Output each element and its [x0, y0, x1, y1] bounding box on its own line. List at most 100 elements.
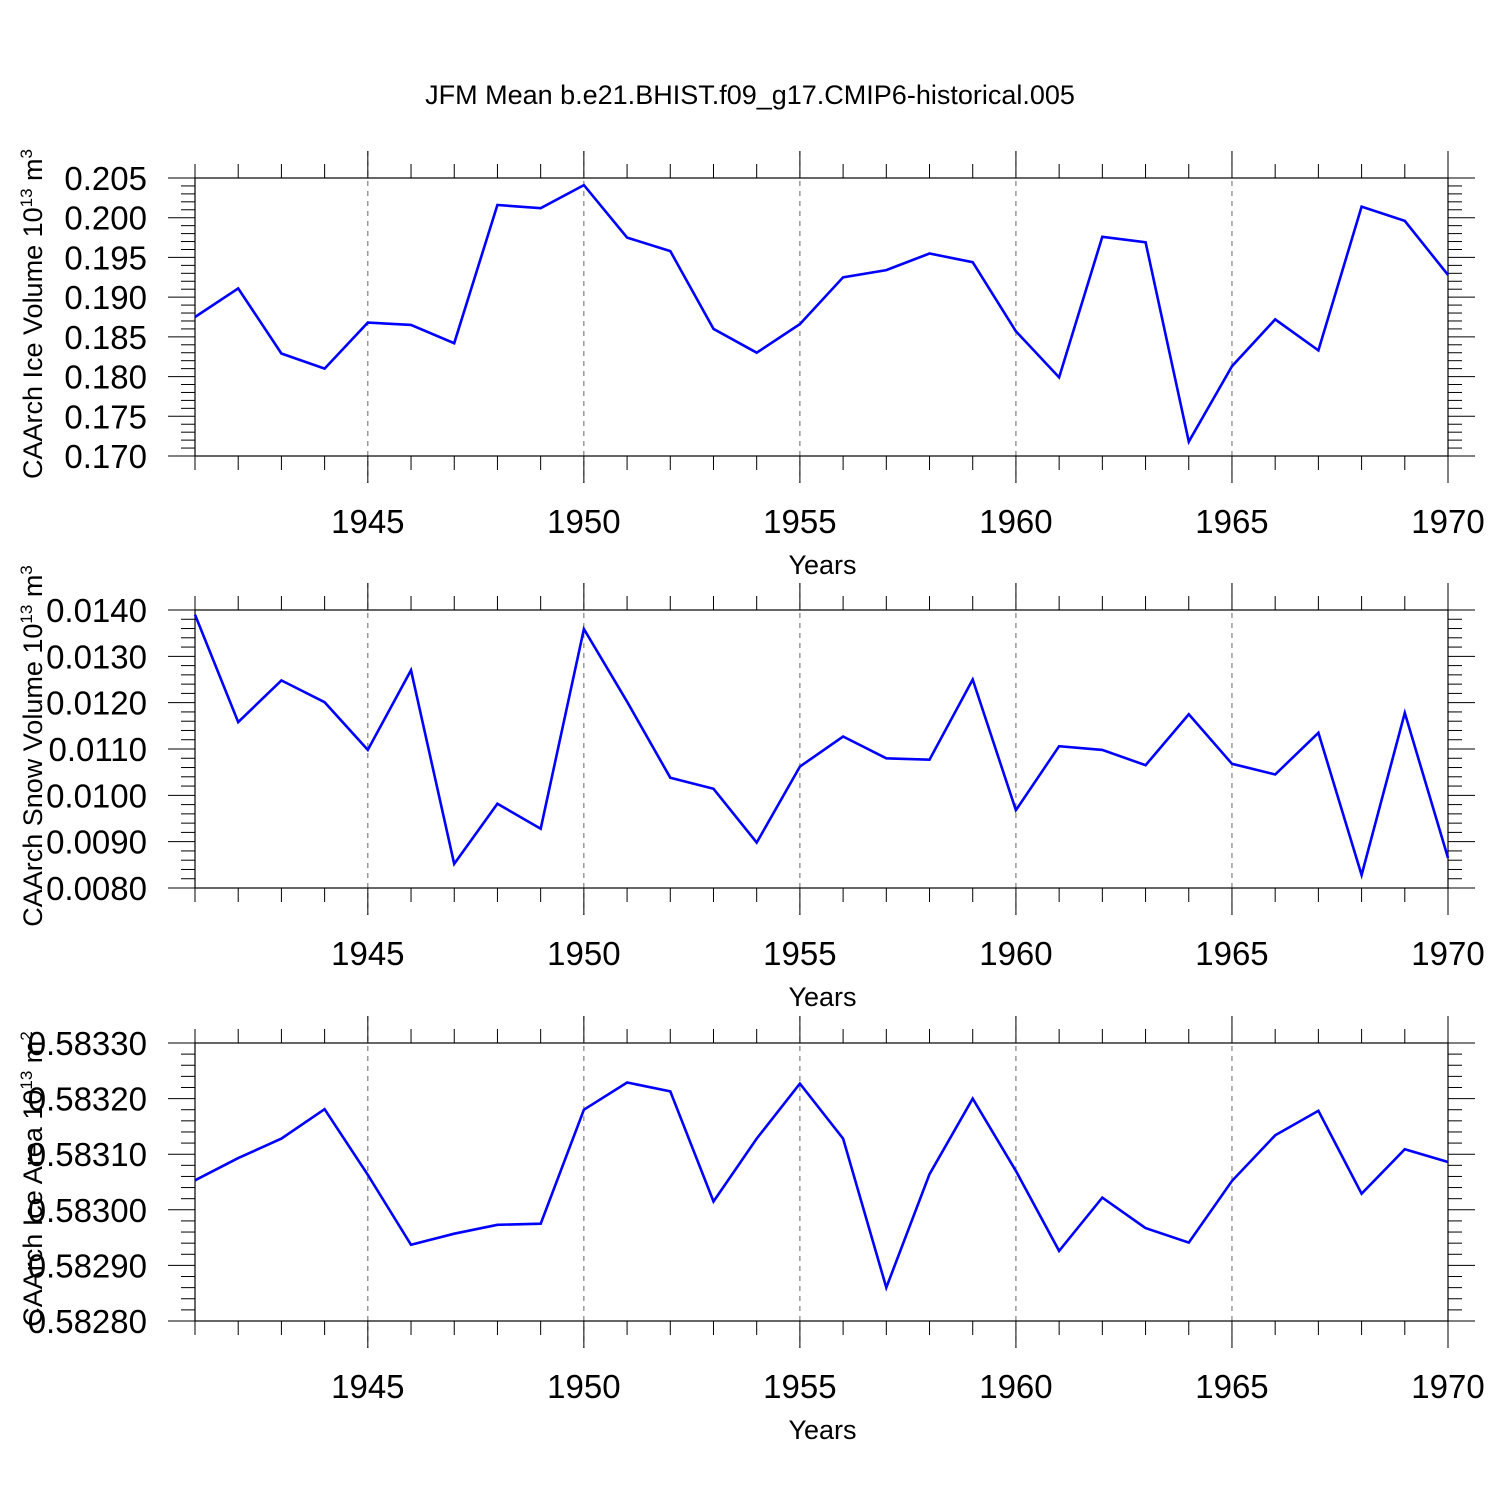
- data-point: [755, 1137, 759, 1141]
- y-axis-label-text: CAArch Ice Area 10: [18, 1090, 48, 1327]
- data-point: [1187, 712, 1191, 716]
- data-point: [193, 1178, 197, 1182]
- y-tick-label: 0.58330: [28, 1025, 147, 1062]
- x-tick-label: 1950: [547, 1368, 620, 1405]
- x-tick-label: 1945: [331, 1368, 404, 1405]
- data-point: [798, 765, 802, 769]
- data-point: [1144, 763, 1148, 767]
- data-point: [971, 678, 975, 682]
- y-tick-label: 0.190: [64, 279, 147, 316]
- y-axis-label: CAArch Ice Area 1013 m2: [17, 1031, 48, 1327]
- data-point: [1360, 205, 1364, 209]
- data-point: [625, 700, 629, 704]
- data-point: [236, 286, 240, 290]
- data-point: [884, 268, 888, 272]
- data-point: [711, 787, 715, 791]
- data-point: [539, 1222, 543, 1226]
- data-point: [1100, 748, 1104, 752]
- y-tick-label: 0.0100: [46, 777, 147, 814]
- data-point: [279, 1137, 283, 1141]
- data-point: [323, 367, 327, 371]
- x-axis-label: Years: [788, 1415, 856, 1445]
- data-point: [668, 1089, 672, 1093]
- data-point: [798, 1082, 802, 1086]
- data-point: [1014, 1169, 1018, 1173]
- data-point: [971, 260, 975, 264]
- y-tick-label: 0.180: [64, 359, 147, 396]
- data-point: [971, 1097, 975, 1101]
- y-axis-label: CAArch Ice Volume 1013 m3: [17, 149, 48, 479]
- y-tick-label: 0.0110: [49, 731, 147, 768]
- data-point: [1446, 1160, 1450, 1164]
- y-tick-label: 0.185: [64, 319, 147, 356]
- data-point: [452, 862, 456, 866]
- data-point: [1230, 364, 1234, 368]
- data-point: [323, 700, 327, 704]
- data-point: [1100, 235, 1104, 239]
- plot-frame: [194, 609, 1449, 889]
- y-axis-label-text: m: [18, 575, 48, 605]
- x-tick-label: 1950: [547, 503, 620, 540]
- data-point: [711, 327, 715, 331]
- data-point: [539, 827, 543, 831]
- y-tick-label: 0.58290: [28, 1247, 147, 1284]
- chart-title: JFM Mean b.e21.BHIST.f09_g17.CMIP6-histo…: [425, 80, 1075, 110]
- data-point: [452, 341, 456, 345]
- plot-frame: [194, 177, 1449, 457]
- data-point: [495, 1223, 499, 1227]
- y-axis-label-superscript: 2: [17, 1031, 36, 1040]
- y-axis-label-text: m: [18, 158, 48, 188]
- x-tick-label: 1950: [547, 935, 620, 972]
- data-point: [1057, 1249, 1061, 1253]
- x-tick-label: 1970: [1411, 503, 1484, 540]
- series-line: [193, 614, 1450, 880]
- data-point: [1403, 711, 1407, 715]
- y-axis-label-superscript: 13: [17, 188, 36, 207]
- data-point: [409, 668, 413, 672]
- data-point: [1273, 1133, 1277, 1137]
- y-tick-label: 0.175: [64, 398, 147, 435]
- data-point: [884, 756, 888, 760]
- data-point: [279, 678, 283, 682]
- data-point: [236, 1156, 240, 1160]
- y-axis-label-text: m: [18, 1041, 48, 1071]
- data-point: [1316, 348, 1320, 352]
- x-tick-label: 1970: [1411, 1368, 1484, 1405]
- data-point: [582, 627, 586, 631]
- data-point: [625, 236, 629, 240]
- series-line: [194, 1081, 1449, 1292]
- data-point: [582, 1108, 586, 1112]
- data-point: [1144, 240, 1148, 244]
- data-point: [755, 841, 759, 845]
- data-point: [495, 802, 499, 806]
- data-point: [452, 1232, 456, 1236]
- data-point: [366, 748, 370, 752]
- x-tick-label: 1960: [979, 1368, 1052, 1405]
- data-point: [1360, 873, 1364, 877]
- y-tick-label: 0.205: [64, 160, 147, 197]
- data-point: [1057, 375, 1061, 379]
- data-point: [1273, 772, 1277, 776]
- data-point: [625, 1080, 629, 1084]
- data-point: [1014, 329, 1018, 333]
- x-tick-label: 1965: [1195, 503, 1268, 540]
- y-tick-label: 0.170: [64, 438, 147, 475]
- data-point: [1230, 1179, 1234, 1183]
- data-point: [841, 734, 845, 738]
- y-axis-label-superscript: 3: [17, 565, 36, 574]
- y-tick-label: 0.0120: [46, 685, 147, 722]
- x-tick-label: 1965: [1195, 935, 1268, 972]
- x-tick-label: 1960: [979, 935, 1052, 972]
- data-point: [366, 321, 370, 325]
- series-line: [194, 183, 1450, 446]
- data-point: [1273, 317, 1277, 321]
- y-tick-label: 0.58310: [28, 1136, 147, 1173]
- data-point: [711, 1199, 715, 1203]
- y-tick-label: 0.0130: [46, 638, 147, 675]
- data-point: [409, 323, 413, 327]
- data-point: [409, 1243, 413, 1247]
- x-tick-label: 1955: [763, 503, 836, 540]
- data-point: [1316, 1109, 1320, 1113]
- data-point: [841, 275, 845, 279]
